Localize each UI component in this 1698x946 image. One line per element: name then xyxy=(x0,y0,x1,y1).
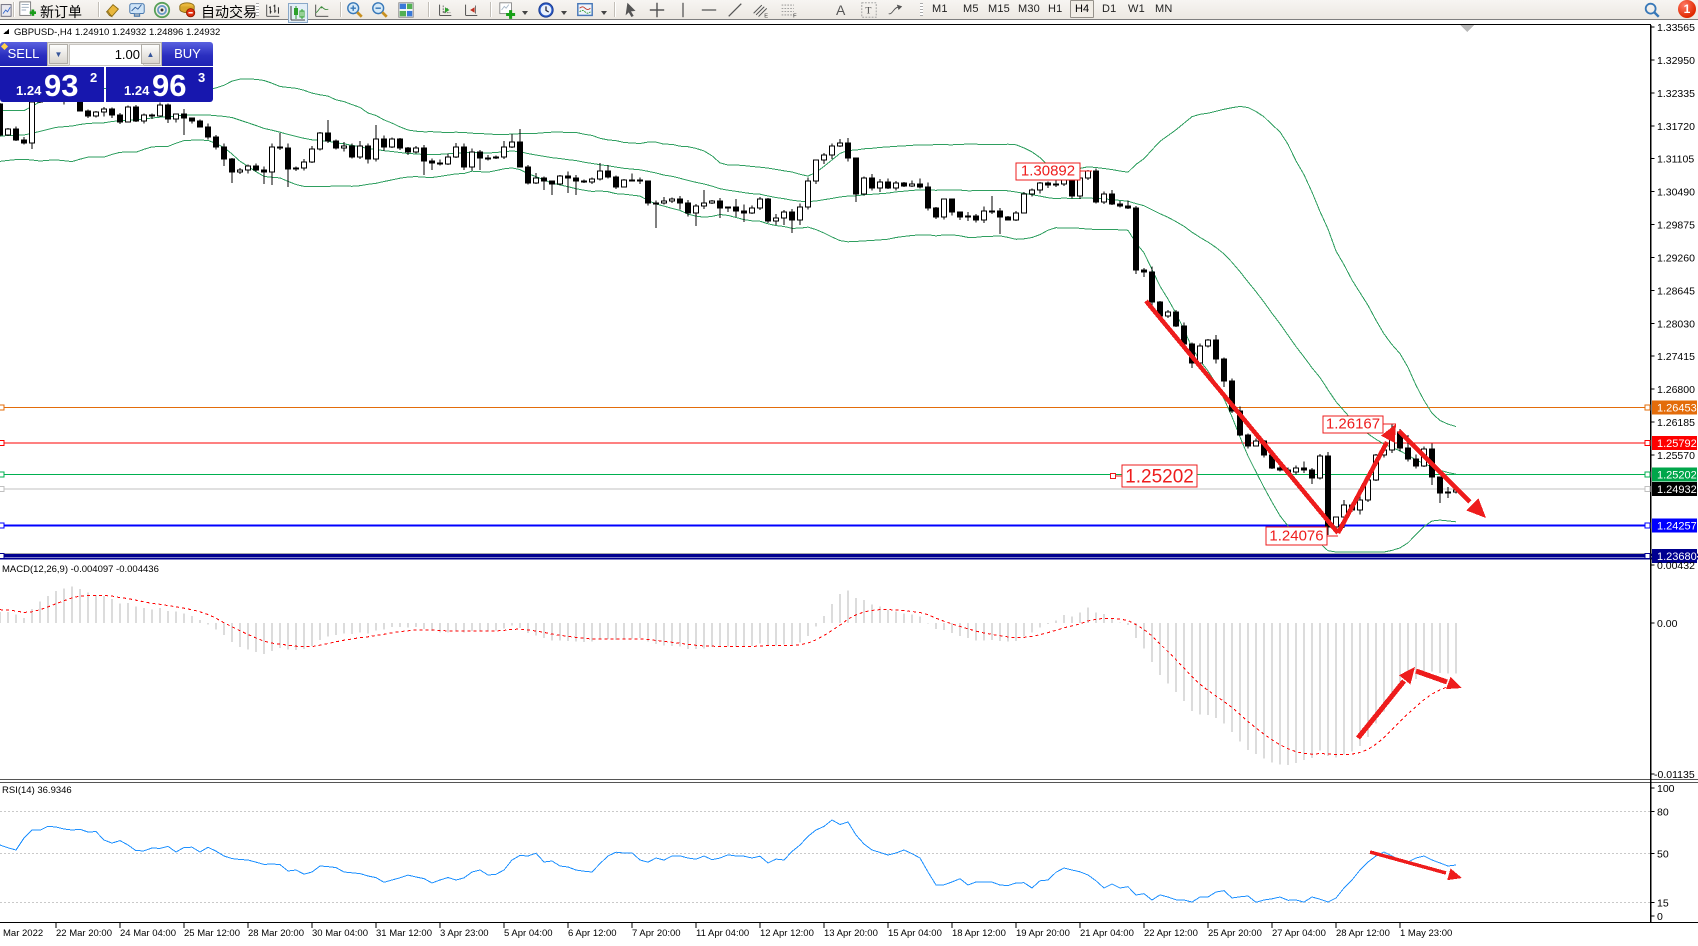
svg-text:1.26800: 1.26800 xyxy=(1657,384,1695,396)
svg-text:1.32950: 1.32950 xyxy=(1657,55,1695,67)
svg-text:1.31720: 1.31720 xyxy=(1657,121,1695,133)
svg-text:7 Apr 20:00: 7 Apr 20:00 xyxy=(632,928,681,939)
svg-text:6 Apr 12:00: 6 Apr 12:00 xyxy=(568,928,617,939)
svg-text:1.27415: 1.27415 xyxy=(1657,351,1695,363)
svg-text:1.24076: 1.24076 xyxy=(1269,528,1323,545)
svg-text:0: 0 xyxy=(1657,911,1663,923)
svg-text:MACD(12,26,9) -0.004097 -0.004: MACD(12,26,9) -0.004097 -0.004436 xyxy=(2,564,159,575)
svg-text:1.25202: 1.25202 xyxy=(1657,470,1697,482)
svg-text:1.28645: 1.28645 xyxy=(1657,285,1695,297)
svg-text:1.31105: 1.31105 xyxy=(1657,154,1694,166)
svg-text:11 Apr 04:00: 11 Apr 04:00 xyxy=(696,928,749,939)
svg-text:1.25202: 1.25202 xyxy=(1125,467,1194,488)
svg-text:80: 80 xyxy=(1657,807,1669,819)
svg-text:1.30490: 1.30490 xyxy=(1657,187,1695,199)
svg-text:13 Apr 20:00: 13 Apr 20:00 xyxy=(824,928,878,939)
svg-text:25 Apr 20:00: 25 Apr 20:00 xyxy=(1208,928,1262,939)
svg-text:22 Mar 20:00: 22 Mar 20:00 xyxy=(56,928,112,939)
svg-text:1.33565: 1.33565 xyxy=(1657,22,1695,34)
svg-text:19 Apr 20:00: 19 Apr 20:00 xyxy=(1016,928,1070,939)
svg-text:28 Mar 20:00: 28 Mar 20:00 xyxy=(248,928,304,939)
svg-text:1.29260: 1.29260 xyxy=(1657,253,1695,265)
svg-text:3 Apr 23:00: 3 Apr 23:00 xyxy=(440,928,489,939)
svg-text:1.26453: 1.26453 xyxy=(1657,403,1697,415)
svg-text:1.24257: 1.24257 xyxy=(1657,520,1697,532)
svg-text:15 Apr 04:00: 15 Apr 04:00 xyxy=(888,928,942,939)
svg-text:1.24932: 1.24932 xyxy=(1657,484,1697,496)
svg-text:50: 50 xyxy=(1657,849,1669,861)
svg-text:1.30892: 1.30892 xyxy=(1021,163,1075,180)
svg-text:1 May 23:00: 1 May 23:00 xyxy=(1400,928,1452,939)
svg-text:100: 100 xyxy=(1657,783,1675,795)
svg-text:25 Mar 12:00: 25 Mar 12:00 xyxy=(184,928,240,939)
svg-text:1.25570: 1.25570 xyxy=(1657,450,1695,462)
svg-text:0.00432: 0.00432 xyxy=(1657,560,1695,572)
svg-text:31 Mar 12:00: 31 Mar 12:00 xyxy=(376,928,432,939)
svg-text:24 Mar 04:00: 24 Mar 04:00 xyxy=(120,928,176,939)
svg-text:12 Apr 12:00: 12 Apr 12:00 xyxy=(760,928,814,939)
svg-text:GBPUSD-,H4: GBPUSD-,H4 xyxy=(14,27,72,38)
svg-text:5 Apr 04:00: 5 Apr 04:00 xyxy=(504,928,553,939)
svg-text:1.23680: 1.23680 xyxy=(1657,551,1697,563)
svg-text:28 Apr 12:00: 28 Apr 12:00 xyxy=(1336,928,1390,939)
svg-text:15: 15 xyxy=(1657,898,1669,910)
svg-text:1.32335: 1.32335 xyxy=(1657,88,1695,100)
svg-text:T: T xyxy=(865,6,871,17)
svg-text:1.26185: 1.26185 xyxy=(1657,417,1695,429)
svg-text:E: E xyxy=(764,13,768,19)
svg-text:-0.01135: -0.01135 xyxy=(1654,769,1695,781)
svg-text:0.00: 0.00 xyxy=(1657,618,1678,630)
svg-text:1.28030: 1.28030 xyxy=(1657,318,1695,330)
svg-text:Mar 2022: Mar 2022 xyxy=(3,928,43,939)
svg-text:18 Apr 12:00: 18 Apr 12:00 xyxy=(952,928,1006,939)
svg-text:F: F xyxy=(793,13,797,19)
svg-text:1.25792: 1.25792 xyxy=(1657,438,1697,450)
svg-text:1.26167: 1.26167 xyxy=(1326,416,1380,433)
svg-text:22 Apr 12:00: 22 Apr 12:00 xyxy=(1144,928,1198,939)
svg-text:1.29875: 1.29875 xyxy=(1657,220,1695,232)
svg-text:RSI(14) 36.9346: RSI(14) 36.9346 xyxy=(2,785,72,796)
svg-text:1.24910 1.24932 1.24896 1.2493: 1.24910 1.24932 1.24896 1.24932 xyxy=(75,27,220,38)
svg-text:21 Apr 04:00: 21 Apr 04:00 xyxy=(1080,928,1134,939)
svg-text:30 Mar 04:00: 30 Mar 04:00 xyxy=(312,928,368,939)
svg-text:27 Apr 04:00: 27 Apr 04:00 xyxy=(1272,928,1326,939)
